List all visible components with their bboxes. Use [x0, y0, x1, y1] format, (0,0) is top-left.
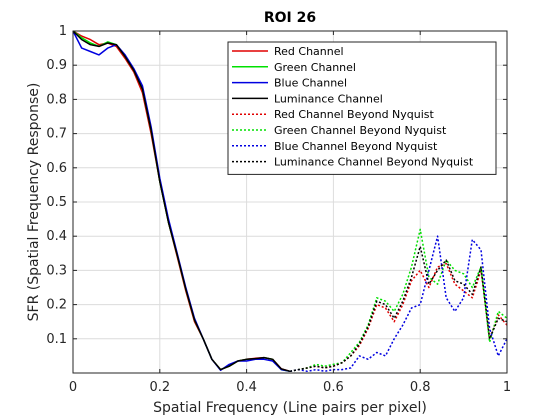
- series-line-6: [289, 228, 508, 373]
- legend-label: Blue Channel: [274, 77, 347, 90]
- ticks: [72, 30, 508, 373]
- y-tick-label: 0.2: [46, 298, 67, 313]
- series-layer: [72, 30, 508, 373]
- legend-box: [227, 41, 497, 175]
- chart-title: ROI 26: [264, 10, 316, 26]
- x-tick-label: 0.2: [149, 380, 170, 395]
- legend-label: Luminance Channel Beyond Nyquist: [274, 156, 474, 169]
- x-tick-labels: 0 0.2 0.4 0.6 0.8 1: [69, 380, 511, 395]
- y-tick-label: 0.3: [46, 263, 67, 278]
- x-tick-label: 0.8: [410, 380, 431, 395]
- y-tick-label: 0.4: [46, 229, 67, 244]
- x-tick-label: 0.4: [236, 380, 257, 395]
- legend: Red Channel Green Channel Blue Channel Lumi…: [227, 41, 497, 175]
- legend-label: Green Channel: [274, 61, 356, 74]
- x-tick-label: 1: [503, 380, 511, 395]
- y-axis-title: SFR (Spatial Frequency Response): [26, 83, 42, 322]
- legend-label: Blue Channel Beyond Nyquist: [274, 140, 438, 153]
- series-line-7: [289, 235, 508, 373]
- y-tick-label: 0.7: [46, 127, 67, 142]
- series-line-5: [289, 262, 508, 373]
- y-tick-label: 0.1: [46, 332, 67, 347]
- x-tick-label: 0: [69, 380, 77, 395]
- y-tick-label: 0.9: [46, 58, 67, 73]
- y-tick-label: 0.8: [46, 92, 67, 107]
- legend-label: Red Channel Beyond Nyquist: [274, 108, 435, 121]
- series-line-8: [289, 245, 508, 373]
- y-tick-label: 0.6: [46, 161, 67, 176]
- y-tick-labels: 0.1 0.2 0.3 0.4 0.5 0.6 0.7 0.8 0.9 1: [46, 24, 67, 347]
- x-tick-label: 0.6: [323, 380, 344, 395]
- y-tick-label: 1: [59, 24, 67, 39]
- series-line-4: [72, 30, 291, 373]
- legend-label: Red Channel: [274, 45, 344, 58]
- y-tick-label: 0.5: [46, 195, 67, 210]
- x-axis-title: Spatial Frequency (Line pairs per pixel): [153, 400, 427, 416]
- legend-label: Green Channel Beyond Nyquist: [274, 124, 447, 137]
- legend-label: Luminance Channel: [274, 92, 383, 105]
